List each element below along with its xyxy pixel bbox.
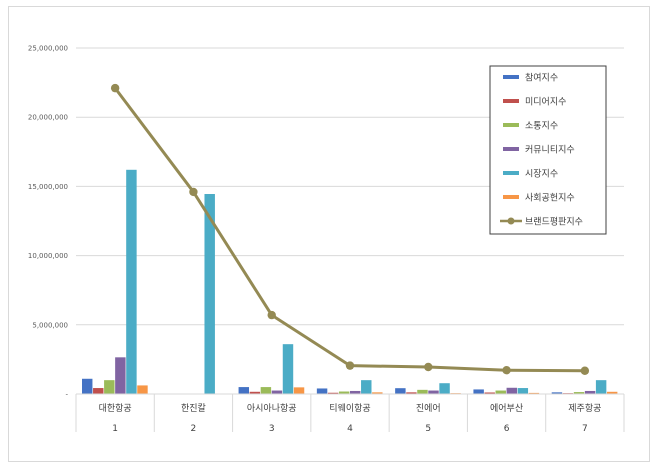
x-category-index: 1 xyxy=(112,424,118,434)
bar-5-5 xyxy=(528,392,540,394)
bar-4-2 xyxy=(282,344,294,394)
y-tick-label: 10,000,000 xyxy=(28,252,68,260)
x-category-index: 2 xyxy=(191,424,197,434)
bar-3-0 xyxy=(115,357,126,394)
legend-label-5: 사회공헌지수 xyxy=(525,193,575,204)
y-tick-label: 25,000,000 xyxy=(28,45,68,53)
legend-swatch-2 xyxy=(503,123,519,127)
x-category-label: 한진칼 xyxy=(181,403,206,414)
line-point-0 xyxy=(110,83,120,93)
legend-label-3: 커뮤니티지수 xyxy=(525,145,575,156)
x-category-index: 3 xyxy=(269,424,275,434)
legend-label-6: 브랜드평판지수 xyxy=(525,217,583,228)
bar-5-2 xyxy=(293,387,305,394)
line-point-1 xyxy=(189,187,198,197)
y-tick-label: 20,000,000 xyxy=(28,114,68,122)
legend-swatch-0 xyxy=(503,75,519,79)
bar-2-5 xyxy=(495,390,506,394)
bar-5-6 xyxy=(606,391,618,394)
line-point-2 xyxy=(267,310,276,320)
bar-2-2 xyxy=(260,387,272,394)
x-category-label: 진에어 xyxy=(416,403,441,414)
bar-5-0 xyxy=(137,385,148,394)
legend-swatch-3 xyxy=(503,147,519,151)
bar-1-5 xyxy=(484,392,495,394)
bar-3-6 xyxy=(584,390,596,394)
bar-3-2 xyxy=(271,390,283,394)
bar-0-4 xyxy=(395,388,406,394)
bar-4-1 xyxy=(204,194,215,394)
legend-swatch-4 xyxy=(503,171,519,175)
x-category-label: 아시아나항공 xyxy=(247,403,297,414)
bar-0-5 xyxy=(473,389,484,394)
bar-4-3 xyxy=(361,380,372,394)
y-tick-label: - xyxy=(65,391,68,399)
legend-label-4: 시장지수 xyxy=(525,169,558,180)
bar-3-3 xyxy=(350,390,361,394)
bar-2-6 xyxy=(573,392,585,394)
x-category-label: 제주항공 xyxy=(568,403,601,414)
bar-2-0 xyxy=(104,380,115,394)
x-category-index: 7 xyxy=(582,424,588,434)
bar-0-3 xyxy=(316,388,328,394)
legend-label-2: 소통지수 xyxy=(525,121,558,132)
line-point-5 xyxy=(502,365,511,375)
bar-0-0 xyxy=(82,378,93,394)
legend-label-0: 참여지수 xyxy=(525,72,558,84)
bar-4-5 xyxy=(517,388,529,394)
bar-3-5 xyxy=(506,387,518,394)
y-tick-label: 5,000,000 xyxy=(32,321,68,329)
bar-1-2 xyxy=(249,391,261,394)
bar-4-6 xyxy=(595,380,607,394)
line-point-6 xyxy=(580,366,590,375)
bar-0-2 xyxy=(238,387,250,394)
x-category-label: 에어부산 xyxy=(490,403,523,414)
bar-1-3 xyxy=(327,392,339,394)
bar-4-0 xyxy=(126,169,137,394)
legend-swatch-5 xyxy=(503,195,519,199)
x-category-index: 5 xyxy=(425,424,431,434)
bar-1-4 xyxy=(406,392,417,394)
line-point-4 xyxy=(424,362,433,372)
bar-1-0 xyxy=(93,388,104,394)
x-category-label: 티웨이항공 xyxy=(329,402,370,414)
x-category-label: 대한항공 xyxy=(99,403,132,414)
bar-2-3 xyxy=(338,391,350,394)
legend-swatch-1 xyxy=(503,99,519,103)
bar-2-4 xyxy=(417,389,428,394)
bar-5-3 xyxy=(372,392,383,394)
legend-marker xyxy=(507,217,515,225)
legend-label-1: 미디어지수 xyxy=(525,97,566,108)
line-point-3 xyxy=(345,361,355,370)
x-category-index: 6 xyxy=(504,424,510,434)
x-category-index: 4 xyxy=(347,424,353,434)
y-tick-label: 15,000,000 xyxy=(28,183,68,191)
bar-3-4 xyxy=(428,390,439,394)
bar-0-6 xyxy=(551,392,563,394)
bar-4-4 xyxy=(439,383,450,394)
